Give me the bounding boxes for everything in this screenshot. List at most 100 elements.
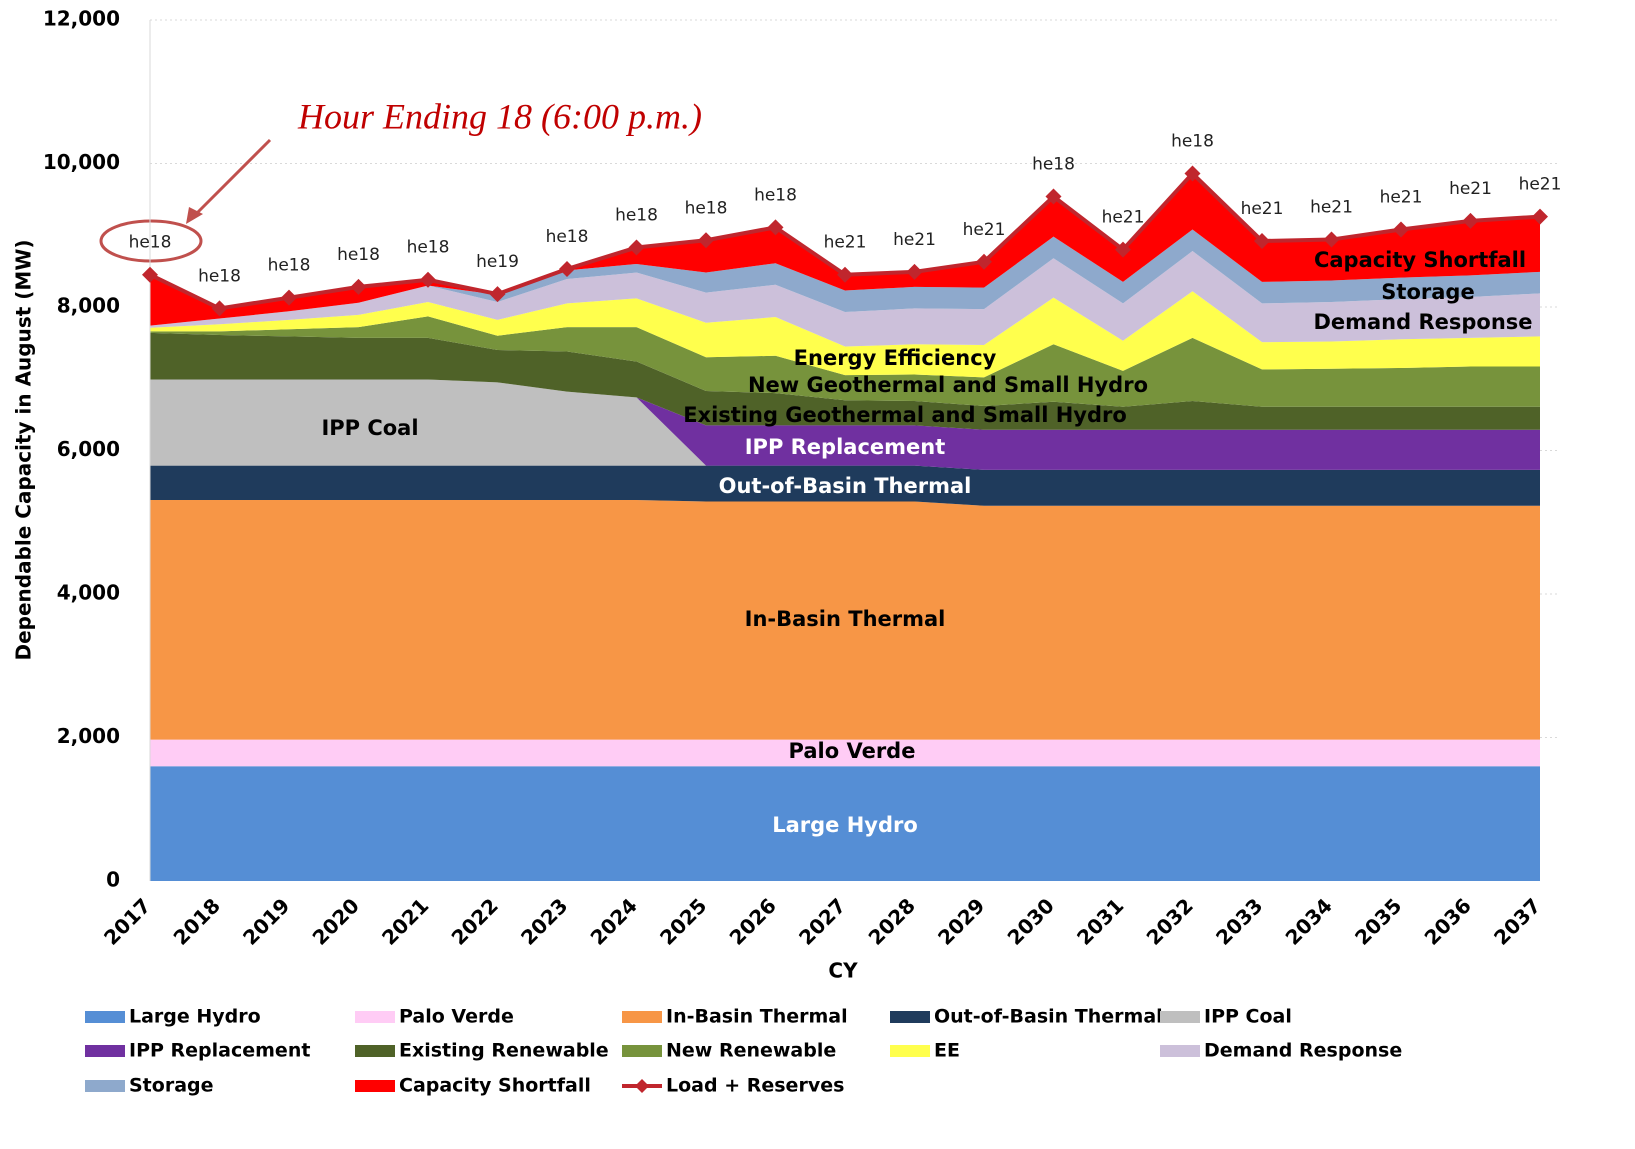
load-marker xyxy=(1254,232,1270,249)
load-marker xyxy=(489,286,506,303)
point-label: he21 xyxy=(1102,208,1145,228)
load-marker xyxy=(420,271,436,288)
load-marker xyxy=(767,219,784,236)
area xyxy=(150,332,1540,430)
area xyxy=(150,291,1540,378)
legend-label: Out-of-Basin Thermal xyxy=(934,1006,1163,1028)
point-label: he18 xyxy=(337,245,380,265)
load-marker xyxy=(281,289,297,306)
area xyxy=(150,173,1540,326)
area xyxy=(150,465,1540,506)
point-label: he21 xyxy=(893,230,936,250)
load-marker xyxy=(211,300,228,317)
point-label: he19 xyxy=(476,252,519,272)
x-tick-label: 2022 xyxy=(447,893,503,949)
area-label: Large Hydro xyxy=(772,813,918,837)
area xyxy=(150,739,1540,767)
x-tick-label: 2027 xyxy=(794,893,850,949)
point-label: he18 xyxy=(1032,155,1075,175)
area-label: Palo Verde xyxy=(789,739,916,763)
load-marker xyxy=(1462,212,1479,229)
y-axis-label: Dependable Capacity in August (MW) xyxy=(12,239,36,660)
x-tick-label: 2036 xyxy=(1420,893,1476,949)
y-tick-label: 6,000 xyxy=(57,437,120,461)
load-marker xyxy=(698,232,714,249)
load-marker xyxy=(142,266,158,283)
y-tick-label: 4,000 xyxy=(57,581,120,605)
x-tick-label: 2029 xyxy=(933,893,989,949)
point-label: he18 xyxy=(198,266,241,286)
point-label: he18 xyxy=(268,256,311,276)
point-label: he18 xyxy=(1171,132,1214,152)
x-tick-label: 2026 xyxy=(725,893,781,949)
x-axis-label: CY xyxy=(828,959,858,983)
area-label: Existing Geothermal and Small Hydro xyxy=(683,403,1127,427)
load-marker xyxy=(906,263,923,280)
legend-label: Storage xyxy=(129,1075,214,1097)
load-marker xyxy=(837,266,853,283)
area-label: In-Basin Thermal xyxy=(745,607,946,631)
load-marker xyxy=(559,260,575,277)
x-tick-label: 2020 xyxy=(308,893,364,949)
x-tick-label: 2037 xyxy=(1489,893,1545,949)
legend-swatch xyxy=(355,1045,395,1057)
legend-label: IPP Coal xyxy=(1204,1006,1292,1028)
y-tick-label: 2,000 xyxy=(57,724,120,748)
x-tick-label: 2021 xyxy=(377,893,433,949)
load-marker xyxy=(1393,221,1409,238)
x-tick-label: 2034 xyxy=(1281,893,1337,949)
point-label: he18 xyxy=(546,227,589,247)
area xyxy=(150,316,1540,407)
legend-label: Demand Response xyxy=(1204,1040,1402,1062)
legend-swatch xyxy=(1160,1045,1200,1057)
area-label: New Geothermal and Small Hydro xyxy=(748,373,1148,397)
legend-label: Large Hydro xyxy=(129,1006,261,1028)
point-label: he21 xyxy=(1241,199,1284,219)
annotation: Hour Ending 18 (6:00 p.m.) xyxy=(99,96,702,263)
legend-label: Load + Reserves xyxy=(666,1075,844,1097)
point-label: he21 xyxy=(1310,198,1353,218)
legend-label: Existing Renewable xyxy=(399,1040,609,1062)
legend-swatch xyxy=(635,1079,649,1093)
area xyxy=(150,251,1540,347)
x-tick-label: 2028 xyxy=(864,893,920,949)
x-tick-label: 2032 xyxy=(1142,893,1198,949)
point-label: he18 xyxy=(615,205,658,225)
point-label: he21 xyxy=(1380,188,1423,208)
area xyxy=(150,379,1540,470)
x-tick-label: 2023 xyxy=(516,893,572,949)
area-label: IPP Coal xyxy=(321,416,418,440)
point-label: he21 xyxy=(963,220,1006,240)
legend-swatch xyxy=(890,1045,930,1057)
x-tick-label: 2024 xyxy=(586,893,642,949)
point-label: he18 xyxy=(129,233,172,253)
legend-label: Palo Verde xyxy=(399,1006,514,1028)
legend-label: IPP Replacement xyxy=(129,1040,310,1062)
area xyxy=(150,500,1540,740)
x-tick-label: 2019 xyxy=(238,893,294,949)
load-marker xyxy=(1323,231,1340,248)
legend-swatch xyxy=(85,1080,125,1092)
area xyxy=(150,766,1540,881)
legend-swatch xyxy=(622,1045,662,1057)
x-tick-label: 2031 xyxy=(1072,893,1128,949)
point-label: he18 xyxy=(685,198,728,218)
legend-swatch xyxy=(1160,1011,1200,1023)
arrow-head xyxy=(186,207,203,224)
arrow-line xyxy=(193,138,272,217)
load-marker xyxy=(628,239,645,256)
area-label: IPP Replacement xyxy=(745,435,946,459)
point-label: he21 xyxy=(1449,179,1492,199)
legend-swatch xyxy=(85,1011,125,1023)
x-tick-label: 2017 xyxy=(99,893,155,949)
point-label: he18 xyxy=(407,238,450,258)
area xyxy=(150,379,1540,470)
point-label: he21 xyxy=(824,233,867,253)
x-tick-label: 2030 xyxy=(1003,893,1059,949)
load-marker xyxy=(350,278,367,295)
load-marker xyxy=(1115,241,1131,258)
x-tick-label: 2035 xyxy=(1350,893,1406,949)
area-label: Storage xyxy=(1381,280,1474,304)
y-tick-label: 8,000 xyxy=(57,294,120,318)
legend-swatch xyxy=(355,1011,395,1023)
